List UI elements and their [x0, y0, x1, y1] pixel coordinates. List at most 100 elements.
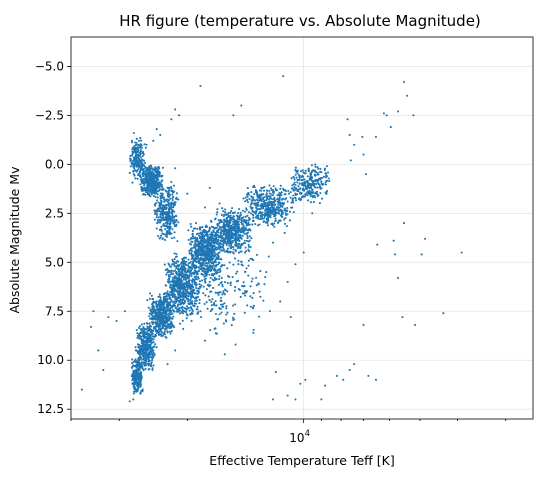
data-point [257, 283, 260, 286]
data-point [214, 261, 217, 264]
data-point [164, 189, 167, 192]
data-point [299, 192, 302, 195]
data-point [217, 219, 220, 222]
data-point [200, 237, 203, 240]
data-point [155, 323, 158, 327]
data-point [252, 304, 255, 307]
data-point [164, 284, 168, 287]
data-point [145, 181, 148, 184]
data-point [194, 271, 197, 274]
data-point [203, 339, 207, 342]
data-point [291, 197, 295, 200]
data-point [165, 313, 168, 316]
data-point [324, 384, 327, 387]
data-point [200, 316, 203, 319]
data-point [141, 182, 145, 185]
data-point [240, 104, 243, 107]
data-point [212, 261, 215, 264]
data-point [149, 328, 152, 331]
data-point [322, 175, 325, 178]
data-point [460, 251, 463, 254]
data-point [138, 353, 141, 356]
data-point [274, 187, 277, 190]
data-point [203, 259, 207, 262]
data-point [232, 114, 235, 117]
data-point [169, 285, 172, 288]
data-point [325, 172, 328, 175]
data-point [194, 246, 197, 250]
data-point [267, 216, 270, 219]
data-point [231, 316, 234, 319]
data-point [207, 267, 210, 270]
data-point [148, 292, 152, 295]
data-point [159, 311, 162, 314]
data-point [225, 307, 228, 310]
data-point [242, 224, 245, 228]
data-point [304, 193, 307, 196]
data-point [247, 245, 250, 248]
data-point [261, 211, 264, 214]
data-point [244, 196, 247, 199]
data-point [217, 261, 220, 264]
data-point [320, 398, 323, 401]
data-point [204, 239, 207, 242]
data-point [202, 263, 205, 266]
data-point [175, 267, 178, 270]
data-point [204, 251, 208, 254]
data-point [154, 321, 157, 324]
data-point [199, 310, 202, 313]
data-point [214, 233, 217, 236]
data-point [217, 229, 220, 232]
data-point [191, 263, 194, 266]
data-point [134, 371, 137, 374]
data-point [159, 318, 162, 321]
data-point [219, 218, 222, 222]
data-point [147, 336, 150, 339]
data-point [139, 151, 142, 154]
data-point [247, 274, 250, 277]
data-point [308, 186, 311, 189]
data-point [242, 242, 245, 245]
data-point [274, 219, 277, 222]
data-point [269, 216, 272, 219]
data-point [270, 210, 274, 213]
data-point [190, 320, 193, 323]
data-point [222, 210, 225, 213]
data-point [191, 237, 195, 240]
data-point [235, 244, 238, 248]
data-point [255, 253, 258, 256]
data-point [214, 332, 217, 335]
data-point [292, 201, 295, 204]
data-point [265, 192, 268, 195]
data-point [225, 305, 228, 308]
data-point [218, 271, 221, 274]
data-point [296, 172, 299, 175]
data-point [89, 325, 93, 328]
data-point [195, 275, 198, 278]
data-point [257, 204, 260, 207]
data-point [239, 295, 242, 299]
data-point [139, 355, 142, 358]
data-point [226, 213, 229, 216]
data-point [200, 284, 203, 287]
data-point [294, 192, 297, 195]
data-point [142, 345, 145, 348]
data-point [413, 323, 417, 327]
data-point [313, 182, 316, 185]
data-point [220, 213, 223, 217]
data-point [207, 259, 210, 262]
data-point [163, 309, 166, 312]
data-point [230, 245, 233, 249]
data-point [287, 189, 290, 192]
data-point [166, 280, 169, 283]
data-point [171, 295, 174, 299]
data-point [139, 373, 142, 377]
data-point [140, 350, 143, 353]
data-point [144, 174, 147, 178]
data-point [225, 313, 228, 316]
data-point [258, 315, 261, 318]
data-point [301, 169, 304, 172]
data-point [151, 359, 154, 362]
data-point [175, 223, 178, 226]
data-point [186, 264, 190, 267]
